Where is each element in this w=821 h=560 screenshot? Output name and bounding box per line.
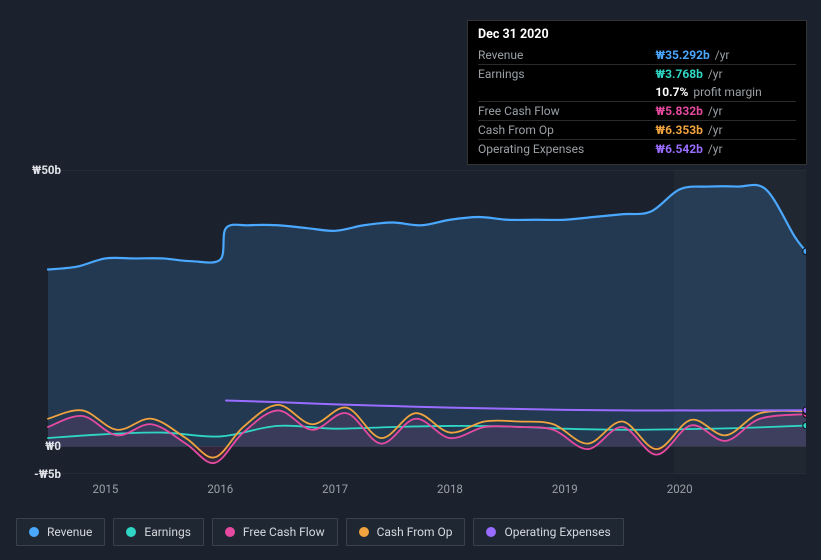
tooltip-row-value: ₩5.832b /yr: [655, 102, 796, 121]
chart-svg: [16, 170, 806, 474]
legend-swatch-icon: [225, 527, 235, 537]
legend-swatch-icon: [126, 527, 136, 537]
legend-label: Cash From Op: [377, 525, 453, 539]
financials-chart[interactable]: [16, 170, 806, 474]
tooltip-table: Revenue₩35.292b /yrEarnings₩3.768b /yr10…: [478, 46, 796, 158]
x-tick-label: 2015: [92, 482, 118, 496]
x-tick-label: 2018: [437, 482, 463, 496]
tooltip-row-value: ₩6.353b /yr: [655, 121, 796, 140]
x-tick-label: 2020: [667, 482, 693, 496]
x-tick-label: 2019: [552, 482, 578, 496]
legend-swatch-icon: [29, 527, 39, 537]
legend-item-operating_expenses[interactable]: Operating Expenses: [473, 518, 623, 546]
legend-item-cash_from_op[interactable]: Cash From Op: [346, 518, 466, 546]
tooltip-row-label: Operating Expenses: [478, 140, 655, 159]
tooltip-row-label: Revenue: [478, 46, 655, 65]
tooltip-row-value: ₩3.768b /yr: [655, 65, 796, 84]
legend-label: Earnings: [144, 525, 191, 539]
chart-tooltip: Dec 31 2020 Revenue₩35.292b /yrEarnings₩…: [467, 20, 807, 165]
legend-item-revenue[interactable]: Revenue: [16, 518, 105, 546]
y-tick-label: ₩50b: [32, 163, 61, 177]
legend-swatch-icon: [486, 527, 496, 537]
legend-item-earnings[interactable]: Earnings: [113, 518, 204, 546]
tooltip-row-label: Free Cash Flow: [478, 102, 655, 121]
tooltip-row-value: ₩35.292b /yr: [655, 46, 796, 65]
x-tick-label: 2017: [322, 482, 348, 496]
legend-item-free_cash_flow[interactable]: Free Cash Flow: [212, 518, 338, 546]
legend-label: Revenue: [47, 525, 92, 539]
legend-label: Operating Expenses: [504, 525, 610, 539]
chart-legend: Revenue Earnings Free Cash Flow Cash From O…: [16, 518, 624, 546]
legend-swatch-icon: [359, 527, 369, 537]
tooltip-row-label: Cash From Op: [478, 121, 655, 140]
y-tick-label: ₩0: [45, 439, 61, 453]
y-tick-label: -₩5b: [34, 467, 61, 481]
legend-label: Free Cash Flow: [243, 525, 325, 539]
x-tick-label: 2016: [207, 482, 233, 496]
tooltip-title: Dec 31 2020: [478, 27, 796, 42]
tooltip-row-value: 10.7% profit margin: [655, 83, 796, 102]
tooltip-row-label: [478, 83, 655, 102]
tooltip-row-value: ₩6.542b /yr: [655, 140, 796, 159]
tooltip-row-label: Earnings: [478, 65, 655, 84]
